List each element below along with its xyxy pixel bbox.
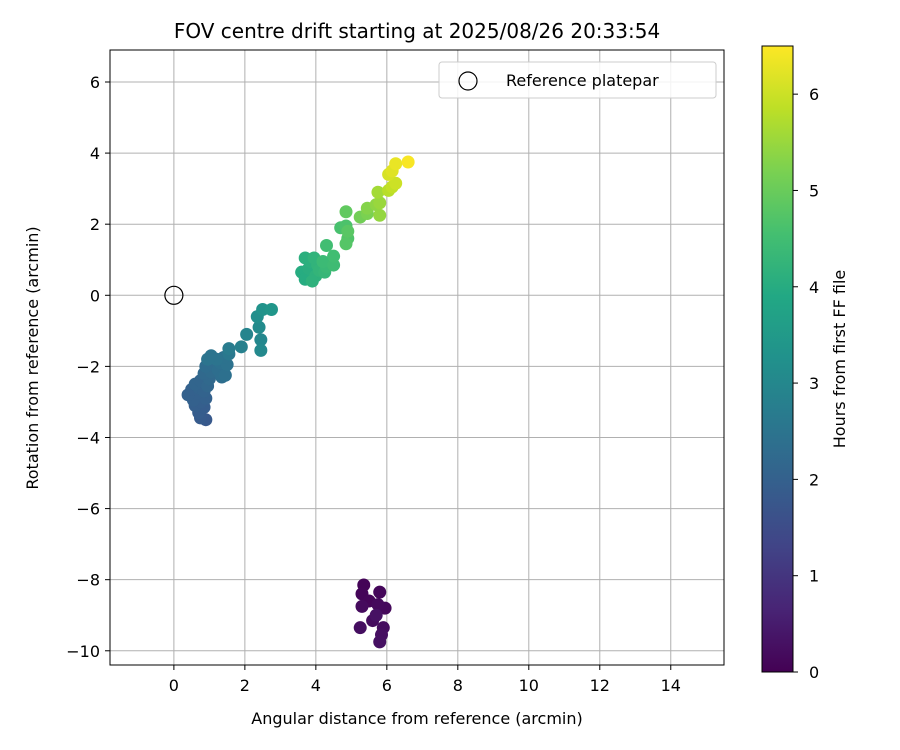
- colorbar-gradient: [761, 45, 794, 673]
- scatter-point: [341, 224, 355, 238]
- y-tick-label: −8: [76, 571, 100, 590]
- scatter-point: [204, 349, 218, 363]
- y-tick-label: 0: [90, 286, 100, 305]
- y-tick-label: 2: [90, 215, 100, 234]
- scatter-point: [371, 185, 385, 199]
- y-tick-label: −4: [76, 428, 100, 447]
- colorbar-tick-label: 0: [809, 663, 819, 682]
- y-axis-label: Rotation from reference (arcmin): [23, 226, 42, 489]
- scatter-point: [264, 303, 278, 317]
- legend-label-reference: Reference platepar: [506, 71, 659, 90]
- colorbar-tick-label: 2: [809, 470, 819, 489]
- legend: Reference platepar: [438, 61, 717, 99]
- plot-frame: [109, 49, 725, 666]
- scatter-point: [339, 205, 353, 219]
- reference-marker-group: [164, 285, 184, 305]
- scatter-point: [401, 155, 415, 169]
- y-axis: 6 4 2 0 −2 −4 −6 −8 −10: [66, 73, 110, 661]
- scatter-point: [218, 368, 232, 382]
- legend-marker-reference: [458, 71, 478, 91]
- scatter-point: [389, 157, 403, 171]
- scatter-point: [327, 249, 341, 263]
- y-tick-label: −10: [66, 642, 100, 661]
- scatter-point: [373, 196, 387, 210]
- y-tick-label: 4: [90, 144, 100, 163]
- grid-x: [173, 50, 672, 665]
- scatter-point: [353, 621, 367, 635]
- scatter-point: [222, 342, 236, 356]
- x-tick-label: 12: [590, 676, 610, 695]
- y-tick-label: 6: [90, 73, 100, 92]
- scatter-point: [369, 608, 383, 622]
- scatter-point: [254, 343, 268, 357]
- x-tick-label: 0: [169, 676, 179, 695]
- scatter-point: [389, 176, 403, 190]
- x-tick-label: 8: [453, 676, 463, 695]
- scatter-point: [305, 274, 319, 288]
- scatter-point: [373, 635, 387, 649]
- colorbar-label: Hours from first FF file: [830, 270, 849, 449]
- scatter-point: [373, 208, 387, 222]
- scatter-point: [373, 585, 387, 599]
- scatter-point: [254, 333, 268, 347]
- colorbar: 0 1 2 3 4 5 6 Hours from first FF file: [761, 45, 849, 682]
- scatter-point: [327, 258, 341, 272]
- x-axis-label: Angular distance from reference (arcmin): [251, 709, 582, 728]
- y-tick-label: −2: [76, 357, 100, 376]
- colorbar-tick-label: 5: [809, 181, 819, 200]
- x-tick-label: 4: [311, 676, 321, 695]
- y-tick-label: −6: [76, 500, 100, 519]
- x-axis: 0 2 4 6 8 10 12 14: [169, 665, 681, 695]
- legend-box: [438, 61, 717, 99]
- scatter-point: [316, 255, 330, 269]
- scatter-point: [355, 599, 369, 613]
- x-tick-label: 10: [519, 676, 539, 695]
- x-tick-label: 14: [661, 676, 681, 695]
- grid-y: [110, 81, 724, 652]
- colorbar-tick-label: 4: [809, 278, 819, 297]
- scatter-point: [319, 239, 333, 253]
- scatter-point: [234, 340, 248, 354]
- scatter-points: [181, 155, 415, 649]
- scatter-point: [339, 237, 353, 251]
- reference-marker: [164, 285, 184, 305]
- chart-title: FOV centre drift starting at 2025/08/26 …: [174, 19, 660, 43]
- colorbar-tick-label: 6: [809, 85, 819, 104]
- scatter-point: [240, 327, 254, 341]
- colorbar-tick-label: 1: [809, 567, 819, 586]
- x-tick-label: 2: [240, 676, 250, 695]
- scatter-point: [371, 598, 385, 612]
- plot-area: [109, 49, 725, 666]
- scatter-point: [252, 320, 266, 334]
- colorbar-tick-label: 3: [809, 374, 819, 393]
- x-tick-label: 6: [382, 676, 392, 695]
- colorbar-ticks: 0 1 2 3 4 5 6: [793, 85, 819, 682]
